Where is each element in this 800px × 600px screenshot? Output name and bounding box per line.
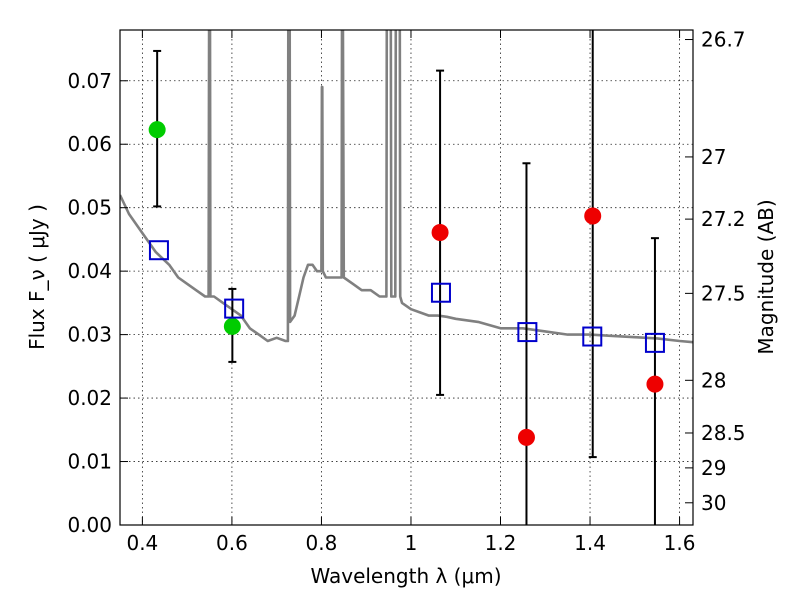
model-photometry-marker <box>582 326 603 347</box>
y-tick-label: 0.05 <box>67 196 112 220</box>
right-tick-label: 30 <box>701 491 726 515</box>
x-tick-label: 1.6 <box>664 531 696 555</box>
data-point <box>517 428 535 446</box>
x-axis-label: Wavelength λ (μm) <box>310 564 501 588</box>
right-tick-label: 27.5 <box>701 281 746 305</box>
x-tick-label: 1.2 <box>485 531 517 555</box>
y-axis-label: Flux F_ν ( μJy ) <box>25 204 49 350</box>
data-point <box>646 375 664 393</box>
y-tick-label: 0.01 <box>67 450 112 474</box>
model-photometry-marker <box>148 240 169 261</box>
y-tick-label: 0.02 <box>67 386 112 410</box>
model-photometry-marker <box>644 332 665 353</box>
model-photometry-marker <box>430 282 451 303</box>
y-tick-label: 0.03 <box>67 323 112 347</box>
data-point <box>148 121 166 139</box>
model-spectrum-line <box>120 30 693 344</box>
right-axis-label: Magnitude (AB) <box>754 199 778 354</box>
data-series <box>120 30 693 344</box>
right-tick-label: 27.2 <box>701 207 746 231</box>
data-point <box>431 223 449 241</box>
y-tick-label: 0.06 <box>67 132 112 156</box>
right-tick-label: 27 <box>701 145 726 169</box>
model-photometry-marker <box>224 298 245 319</box>
right-tick-label: 29 <box>701 456 726 480</box>
data-markers <box>148 121 665 446</box>
x-tick-label: 1 <box>405 531 418 555</box>
data-point <box>584 207 602 225</box>
data-point <box>223 317 241 335</box>
plot-frame <box>119 29 694 526</box>
x-tick-label: 1.4 <box>574 531 606 555</box>
y-tick-label: 0.07 <box>67 69 112 93</box>
x-tick-label: 0.4 <box>126 531 158 555</box>
y-tick-label: 0.04 <box>67 259 112 283</box>
plot-background <box>120 30 693 525</box>
right-tick-label: 28 <box>701 368 726 392</box>
axis-ticks: 0.4 0.6 0.8 1 1.2 1.4 1.6 0.00 0.01 0.02 0.03 0.04 0… <box>67 28 745 555</box>
x-tick-label: 0.8 <box>306 531 338 555</box>
right-tick-label: 28.5 <box>701 421 746 445</box>
model-photometry-marker <box>517 322 538 343</box>
y-tick-label: 0.00 <box>67 513 112 537</box>
right-tick-label: 26.7 <box>701 28 746 52</box>
x-tick-label: 0.6 <box>216 531 248 555</box>
